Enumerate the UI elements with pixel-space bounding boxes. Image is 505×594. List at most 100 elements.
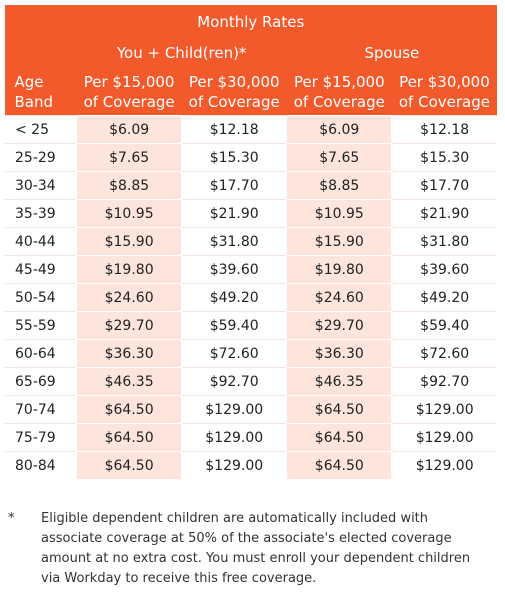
rate-cell: $15.90 bbox=[76, 227, 182, 256]
table-row: 45-49 $19.80 $39.60 $19.80 $39.60 bbox=[3, 255, 497, 284]
rate-cell: $92.70 bbox=[181, 367, 287, 396]
rate-cell: $129.00 bbox=[181, 451, 287, 479]
rate-cell: $39.60 bbox=[181, 255, 287, 284]
age-band-header: Age Band bbox=[4, 68, 77, 116]
age-band-cell: 50-54 bbox=[3, 283, 77, 312]
age-band-cell: 80-84 bbox=[3, 451, 77, 479]
rate-cell: $6.09 bbox=[286, 115, 392, 144]
rate-cell: $21.90 bbox=[181, 199, 287, 228]
footnote-line: Eligible dependent children are automati… bbox=[41, 511, 429, 526]
rate-cell: $92.70 bbox=[391, 367, 497, 396]
rate-cell: $31.80 bbox=[391, 227, 497, 256]
table-row: 65-69 $46.35 $92.70 $46.35 $92.70 bbox=[3, 367, 497, 396]
rate-cell: $29.70 bbox=[286, 311, 392, 340]
table-row: 40-44 $15.90 $31.80 $15.90 $31.80 bbox=[3, 227, 497, 256]
column-header-you-15000: Per $15,000 of Coverage bbox=[76, 68, 182, 116]
rate-cell: $24.60 bbox=[286, 283, 392, 312]
rate-cell: $10.95 bbox=[76, 199, 182, 228]
column-header-spouse-30000: Per $30,000 of Coverage bbox=[391, 68, 497, 116]
age-band-cell: 40-44 bbox=[3, 227, 77, 256]
column-header-line2: of Coverage bbox=[398, 92, 490, 111]
table-row: 35-39 $10.95 $21.90 $10.95 $21.90 bbox=[3, 199, 497, 228]
rate-cell: $36.30 bbox=[286, 339, 392, 368]
rate-cell: $10.95 bbox=[286, 199, 392, 228]
rate-cell: $12.18 bbox=[391, 115, 497, 144]
rate-cell: $64.50 bbox=[286, 395, 392, 424]
column-header-you-30000: Per $30,000 of Coverage bbox=[181, 68, 287, 116]
rate-cell: $21.90 bbox=[391, 199, 497, 228]
footnote-line: associate coverage at 50% of the associa… bbox=[41, 531, 452, 546]
table-row: 25-29 $7.65 $15.30 $7.65 $15.30 bbox=[3, 143, 497, 172]
rate-cell: $129.00 bbox=[181, 423, 287, 452]
age-band-cell: 30-34 bbox=[3, 171, 77, 200]
rate-cell: $46.35 bbox=[76, 367, 182, 396]
rate-cell: $7.65 bbox=[76, 143, 182, 172]
group-header-spacer bbox=[4, 38, 77, 68]
rate-cell: $15.90 bbox=[286, 227, 392, 256]
table-row: 30-34 $8.85 $17.70 $8.85 $17.70 bbox=[3, 171, 497, 200]
rate-cell: $49.20 bbox=[181, 283, 287, 312]
table-row: 50-54 $24.60 $49.20 $24.60 $49.20 bbox=[3, 283, 497, 312]
age-band-cell: 35-39 bbox=[3, 199, 77, 228]
rate-cell: $72.60 bbox=[391, 339, 497, 368]
rate-cell: $129.00 bbox=[181, 395, 287, 424]
rate-cell: $29.70 bbox=[76, 311, 182, 340]
rate-cell: $36.30 bbox=[76, 339, 182, 368]
table-row: 70-74 $64.50 $129.00 $64.50 $129.00 bbox=[3, 395, 497, 424]
rate-cell: $24.60 bbox=[76, 283, 182, 312]
monthly-rates-table: Monthly Rates You + Child(ren)* Spouse A… bbox=[3, 5, 497, 479]
age-band-header-line1: Age bbox=[14, 72, 44, 91]
table-row: 60-64 $36.30 $72.60 $36.30 $72.60 bbox=[3, 339, 497, 368]
column-header-line2: of Coverage bbox=[188, 92, 280, 111]
rate-cell: $46.35 bbox=[286, 367, 392, 396]
group-header-you-children: You + Child(ren)* bbox=[76, 38, 287, 68]
rate-cell: $129.00 bbox=[391, 395, 497, 424]
table-row: 75-79 $64.50 $129.00 $64.50 $129.00 bbox=[3, 423, 497, 452]
rate-cell: $8.85 bbox=[76, 171, 182, 200]
rate-cell: $15.30 bbox=[391, 143, 497, 172]
rate-cell: $64.50 bbox=[76, 451, 182, 479]
age-band-header-line2: Band bbox=[14, 92, 54, 111]
rate-cell: $59.40 bbox=[391, 311, 497, 340]
rate-cell: $72.60 bbox=[181, 339, 287, 368]
footnote-line: via Workday to receive this free coverag… bbox=[41, 571, 317, 586]
age-band-cell: 60-64 bbox=[3, 339, 77, 368]
table-row: 80-84 $64.50 $129.00 $64.50 $129.00 bbox=[3, 451, 497, 479]
column-header-line1: Per $30,000 bbox=[399, 72, 490, 91]
rate-cell: $7.65 bbox=[286, 143, 392, 172]
table-row: < 25 $6.09 $12.18 $6.09 $12.18 bbox=[3, 115, 497, 144]
rate-cell: $39.60 bbox=[391, 255, 497, 284]
rate-cell: $8.85 bbox=[286, 171, 392, 200]
column-header-spouse-15000: Per $15,000 of Coverage bbox=[286, 68, 392, 116]
rate-cell: $49.20 bbox=[391, 283, 497, 312]
rate-cell: $12.18 bbox=[181, 115, 287, 144]
group-header-spouse: Spouse bbox=[286, 38, 497, 68]
rate-cell: $17.70 bbox=[181, 171, 287, 200]
table-row: 55-59 $29.70 $59.40 $29.70 $59.40 bbox=[3, 311, 497, 340]
rate-cell: $17.70 bbox=[391, 171, 497, 200]
rate-cell: $64.50 bbox=[286, 423, 392, 452]
footnote-line: amount at no extra cost. You must enroll… bbox=[41, 551, 471, 566]
rate-cell: $59.40 bbox=[181, 311, 287, 340]
age-band-cell: 55-59 bbox=[3, 311, 77, 340]
age-band-cell: 75-79 bbox=[3, 423, 77, 452]
rate-cell: $15.30 bbox=[181, 143, 287, 172]
rate-cell: $6.09 bbox=[76, 115, 182, 144]
age-band-cell: 25-29 bbox=[3, 143, 77, 172]
rate-cell: $31.80 bbox=[181, 227, 287, 256]
age-band-cell: < 25 bbox=[3, 115, 77, 144]
age-band-cell: 45-49 bbox=[3, 255, 77, 284]
rate-cell: $64.50 bbox=[76, 423, 182, 452]
rate-table-body: < 25 $6.09 $12.18 $6.09 $12.18 25-29 $7.65 $15.… bbox=[3, 115, 497, 479]
age-band-cell: 70-74 bbox=[3, 395, 77, 424]
age-band-cell: 65-69 bbox=[3, 367, 77, 396]
rate-cell: $129.00 bbox=[391, 451, 497, 479]
rate-cell: $19.80 bbox=[286, 255, 392, 284]
footnote-text: Eligible dependent children are automati… bbox=[41, 509, 496, 589]
column-header-line1: Per $15,000 bbox=[83, 72, 175, 91]
rate-cell: $64.50 bbox=[286, 451, 392, 479]
column-header-line2: of Coverage bbox=[293, 92, 385, 111]
column-header-line1: Per $15,000 bbox=[293, 72, 385, 91]
column-header-line2: of Coverage bbox=[83, 92, 175, 111]
rate-cell: $64.50 bbox=[76, 395, 182, 424]
